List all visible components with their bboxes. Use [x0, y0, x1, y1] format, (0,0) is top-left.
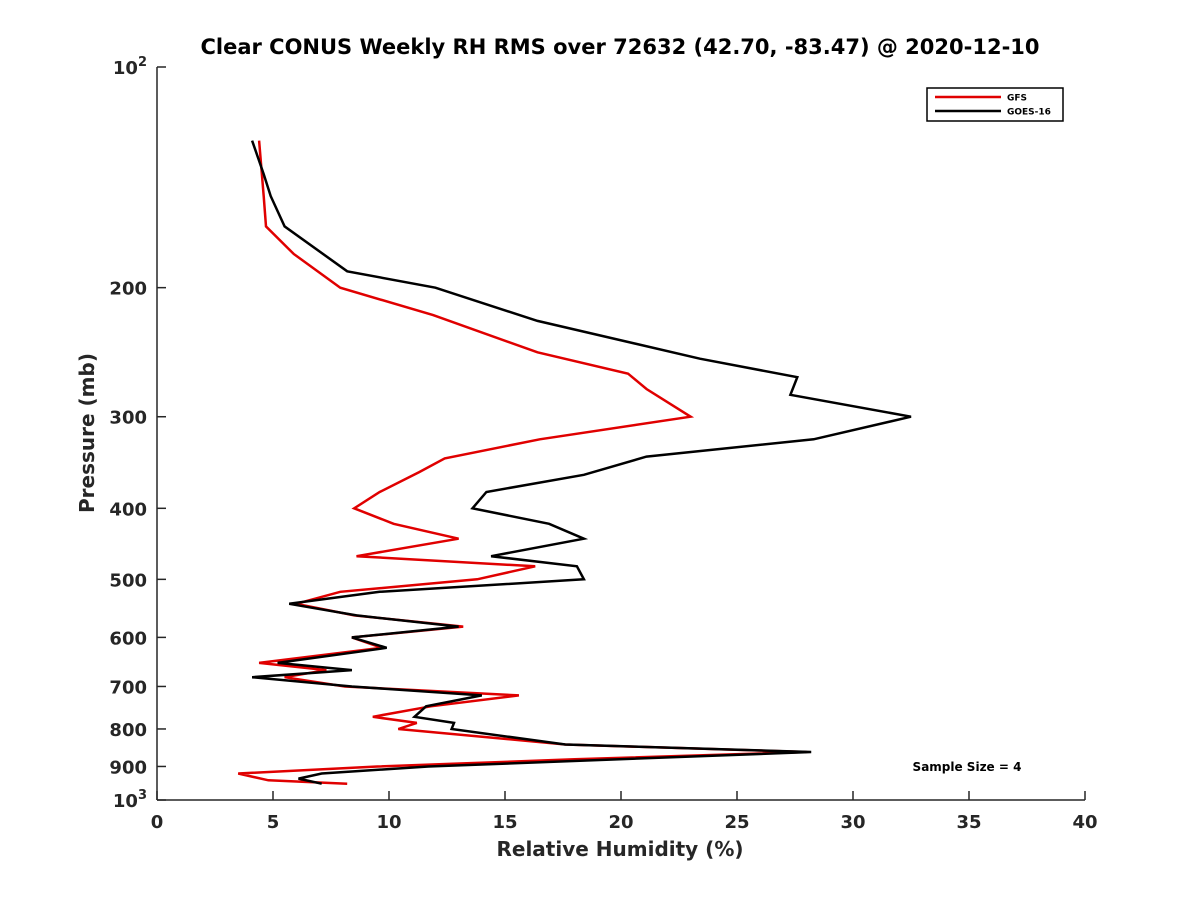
- legend-label: GOES-16: [1007, 108, 1051, 118]
- chart-title: Clear CONUS Weekly RH RMS over 72632 (42…: [200, 35, 1039, 59]
- x-tick-label: 35: [956, 812, 981, 833]
- x-axis-label: Relative Humidity (%): [496, 837, 743, 861]
- legend-label: GFS: [1007, 94, 1027, 104]
- legend: GFS GOES-16: [926, 87, 1064, 122]
- x-tick-label: 30: [840, 812, 865, 833]
- series-layer: [237, 140, 912, 785]
- x-tick-label: 40: [1072, 812, 1097, 833]
- series-line-goes-16: [250, 140, 912, 785]
- x-tick-label: 0: [151, 812, 164, 833]
- y-tick-label: 103: [113, 788, 147, 812]
- y-tick-label: 700: [109, 677, 147, 698]
- y-tick-label: 102: [113, 55, 147, 79]
- legend-box: [926, 87, 1064, 122]
- y-tick-label: 300: [109, 408, 147, 429]
- x-tick-label: 10: [376, 812, 401, 833]
- y-tick-label: 800: [109, 720, 147, 741]
- y-tick-label: 500: [109, 570, 147, 591]
- sample-size-annotation: Sample Size = 4: [913, 760, 1022, 774]
- x-tick-label: 15: [492, 812, 517, 833]
- y-tick-label: 400: [109, 499, 147, 520]
- x-tick-label: 20: [608, 812, 633, 833]
- x-tick-label: 5: [267, 812, 280, 833]
- x-tick-label: 25: [724, 812, 749, 833]
- y-tick-label: 900: [109, 757, 147, 778]
- y-tick-label: 200: [109, 279, 147, 300]
- y-tick-label: 600: [109, 628, 147, 649]
- y-axis-label: Pressure (mb): [75, 353, 99, 513]
- axes-layer: 0 5 10 15 20 25 30 35 40 102 200 300 400 500 600 700 800…: [109, 55, 1097, 833]
- series-line-gfs: [237, 140, 807, 785]
